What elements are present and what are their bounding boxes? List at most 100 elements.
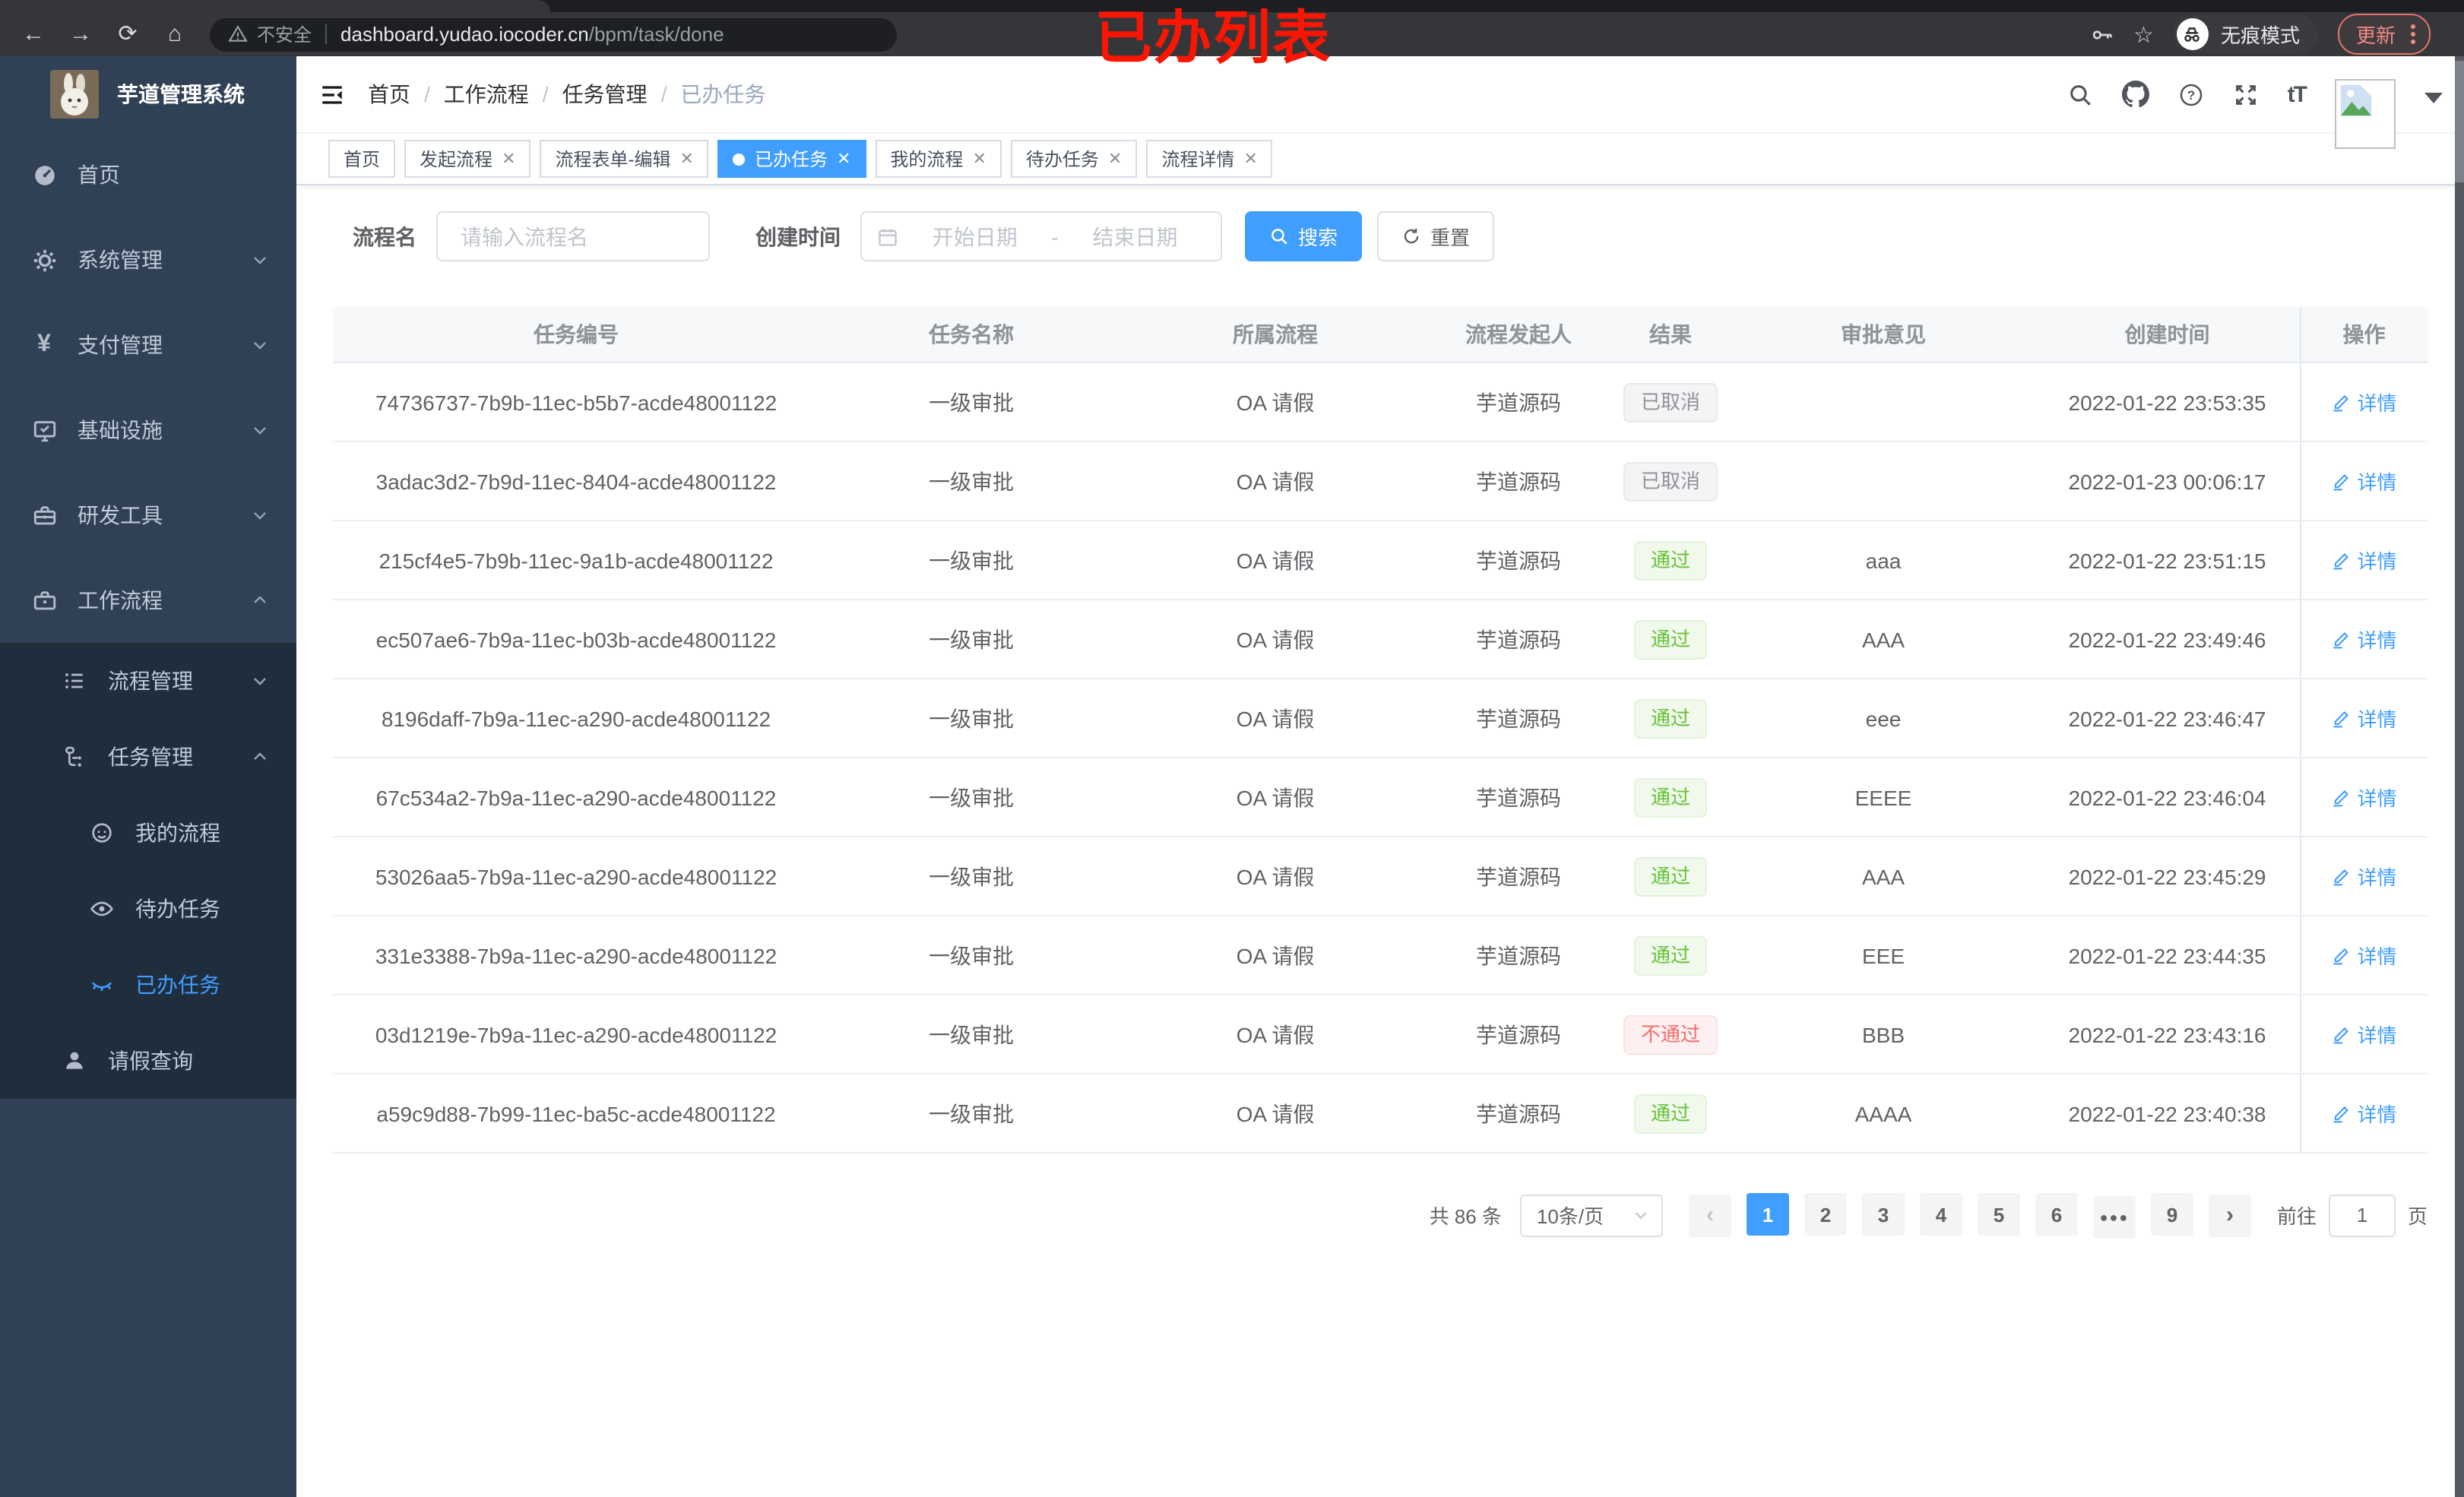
browser-menu-icon[interactable] [2411, 24, 2415, 44]
reset-button[interactable]: 重置 [1377, 211, 1495, 261]
github-icon[interactable] [2121, 81, 2149, 108]
sidebar-item-leave-query[interactable]: 请假查询 [0, 1023, 296, 1099]
detail-link[interactable]: 详情 [2331, 546, 2397, 574]
caret-down-icon[interactable] [2424, 92, 2443, 103]
sidebar-item-infra[interactable]: 基础设施 [0, 388, 296, 473]
detail-link[interactable]: 详情 [2331, 1099, 2397, 1128]
tab-my-process[interactable]: 我的流程 ✕ [875, 140, 1002, 178]
cell-process: OA 请假 [1123, 995, 1427, 1074]
annotation-text: 已办列表 [1094, 8, 1332, 71]
key-icon[interactable] [2089, 22, 2114, 46]
close-icon[interactable]: ✕ [502, 150, 516, 169]
scrollbar[interactable] [2455, 56, 2464, 1497]
page-size-select[interactable]: 10条/页 [1519, 1194, 1663, 1237]
font-size-icon[interactable]: tT [2287, 81, 2307, 107]
detail-label: 详情 [2357, 629, 2397, 652]
back-button[interactable]: ← [22, 21, 45, 46]
search-icon[interactable] [2067, 81, 2093, 107]
close-icon[interactable]: ✕ [1107, 150, 1123, 169]
next-page-button[interactable]: › [2208, 1194, 2251, 1237]
breadcrumb-workflow[interactable]: 工作流程 [443, 82, 529, 106]
sidebar-item-system[interactable]: 系统管理 [0, 217, 296, 302]
close-icon[interactable]: ✕ [679, 150, 694, 169]
scrollbar-thumb[interactable] [2455, 61, 2464, 182]
sidebar-item-label: 流程管理 [108, 669, 193, 693]
tab-home[interactable]: 首页 [328, 140, 396, 178]
detail-link[interactable]: 详情 [2331, 862, 2397, 891]
goto-page: 前往 页 [2277, 1194, 2428, 1237]
detail-link[interactable]: 详情 [2331, 704, 2397, 733]
page-button-4[interactable]: 4 [1919, 1193, 1962, 1236]
breadcrumb-current: 已办任务 [680, 82, 766, 106]
fullscreen-icon[interactable] [2233, 81, 2259, 107]
sidebar-item-my-process[interactable]: 我的流程 [0, 795, 296, 871]
tab-todo-tasks[interactable]: 待办任务 ✕ [1010, 140, 1138, 178]
home-button[interactable]: ⌂ [167, 21, 182, 46]
browser-active-tab[interactable] [0, 0, 550, 12]
monitor-icon [30, 417, 58, 443]
help-icon[interactable]: ? [2178, 81, 2204, 107]
detail-link[interactable]: 详情 [2331, 467, 2397, 495]
table-row: 331e3388-7b9a-11ec-a290-acde48001122 一级审… [333, 916, 2428, 995]
detail-link[interactable]: 详情 [2331, 625, 2397, 654]
page-button-3[interactable]: 3 [1861, 1193, 1905, 1236]
page-button-6[interactable]: 6 [2035, 1193, 2078, 1236]
sidebar-toggle-icon[interactable] [296, 81, 368, 107]
prev-page-button[interactable]: ‹ [1688, 1194, 1731, 1237]
bookmark-star-icon[interactable]: ☆ [2133, 22, 2154, 48]
page-ellipsis[interactable]: ●●● [2092, 1195, 2136, 1238]
detail-label: 详情 [2357, 866, 2397, 889]
sidebar-item-task-mgmt[interactable]: 任务管理 [0, 719, 296, 795]
detail-link[interactable]: 详情 [2331, 1020, 2397, 1049]
cell-result: 已取消 [1610, 442, 1731, 521]
close-icon[interactable]: ✕ [1243, 150, 1258, 169]
close-icon[interactable]: ✕ [972, 150, 987, 169]
reload-button[interactable]: ⟳ [118, 21, 138, 46]
page-button-5[interactable]: 5 [1977, 1193, 2020, 1236]
detail-link[interactable]: 详情 [2331, 783, 2397, 812]
range-separator: - [1051, 224, 1059, 248]
sidebar-item-devtools[interactable]: 研发工具 [0, 473, 296, 558]
cell-actions: 详情 [2299, 995, 2428, 1074]
sidebar-item-home[interactable]: 首页 [0, 132, 296, 217]
sidebar-item-process-mgmt[interactable]: 流程管理 [0, 643, 296, 719]
close-icon[interactable]: ✕ [836, 150, 851, 169]
forward-button[interactable]: → [69, 21, 92, 46]
breadcrumb-task-mgmt[interactable]: 任务管理 [562, 82, 648, 106]
security-warning-icon [228, 24, 248, 44]
incognito-label: 无痕模式 [2220, 24, 2300, 47]
chevron-down-icon [251, 421, 269, 439]
detail-label: 详情 [2357, 945, 2397, 968]
date-range-picker[interactable]: 开始日期 - 结束日期 [860, 211, 1222, 261]
cell-actions: 详情 [2299, 837, 2428, 916]
avatar[interactable] [2335, 79, 2396, 149]
tab-process-detail[interactable]: 流程详情 ✕ [1146, 140, 1273, 178]
sidebar-item-workflow[interactable]: 工作流程 [0, 558, 296, 643]
cell-task-id: 8196daff-7b9a-11ec-a290-acde48001122 [333, 679, 819, 758]
detail-link[interactable]: 详情 [2331, 388, 2397, 416]
cell-comment: AAA [1731, 600, 2035, 679]
page-button-9[interactable]: 9 [2150, 1193, 2193, 1236]
page-button-2[interactable]: 2 [1804, 1193, 1847, 1236]
sidebar-logo[interactable]: 芋道管理系统 [0, 56, 296, 132]
cell-comment: AAAA [1731, 1074, 2035, 1154]
search-button[interactable]: 搜索 [1245, 211, 1363, 261]
detail-link[interactable]: 详情 [2331, 941, 2397, 970]
sidebar-item-todo-tasks[interactable]: 待办任务 [0, 871, 296, 947]
tab-done-tasks[interactable]: 已办任务 ✕ [717, 140, 866, 178]
page-button-1[interactable]: 1 [1746, 1193, 1789, 1236]
table-row: 3adac3d2-7b9d-11ec-8404-acde48001122 一级审… [333, 442, 2428, 521]
browser-update-button[interactable]: 更新 [2337, 14, 2431, 55]
process-name-input[interactable] [436, 211, 710, 261]
sidebar-item-label: 支付管理 [78, 333, 163, 357]
sidebar-item-payment[interactable]: ¥ 支付管理 [0, 302, 296, 388]
sidebar-item-done-tasks[interactable]: 已办任务 [0, 947, 296, 1023]
breadcrumb-home[interactable]: 首页 [368, 82, 410, 106]
result-tag: 通过 [1633, 540, 1707, 580]
tab-form-edit[interactable]: 流程表单-编辑 ✕ [540, 140, 709, 178]
tab-start-process[interactable]: 发起流程 ✕ [404, 140, 531, 178]
address-bar[interactable]: 不安全 dashboard.yudao.iocoder.cn/bpm/task/… [210, 17, 897, 51]
goto-page-input[interactable] [2328, 1194, 2396, 1237]
svg-text:?: ? [2187, 87, 2194, 102]
tags-view-bar: 首页 发起流程 ✕ 流程表单-编辑 ✕ 已办任务 ✕ 我的流程 ✕ 待办任务 ✕ 流程详情… [296, 134, 2464, 185]
